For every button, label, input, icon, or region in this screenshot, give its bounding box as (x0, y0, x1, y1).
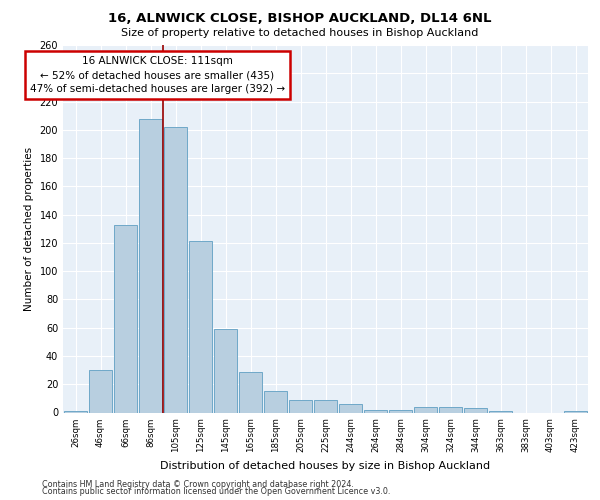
Text: 16, ALNWICK CLOSE, BISHOP AUCKLAND, DL14 6NL: 16, ALNWICK CLOSE, BISHOP AUCKLAND, DL14… (108, 12, 492, 26)
Bar (289, 400, 312, 412)
Bar (264, 392, 287, 412)
Bar (564, 411, 587, 412)
Bar (389, 410, 412, 412)
Bar (89, 370, 112, 412)
Text: 16 ALNWICK CLOSE: 111sqm
← 52% of detached houses are smaller (435)
47% of semi-: 16 ALNWICK CLOSE: 111sqm ← 52% of detach… (30, 56, 285, 94)
Bar (239, 372, 262, 412)
Bar (189, 242, 212, 412)
Bar (64, 411, 87, 412)
Text: Contains HM Land Registry data © Crown copyright and database right 2024.: Contains HM Land Registry data © Crown c… (42, 480, 354, 489)
Bar (464, 408, 487, 412)
Bar (339, 404, 362, 412)
Bar (364, 410, 387, 412)
Text: Contains public sector information licensed under the Open Government Licence v3: Contains public sector information licen… (42, 487, 391, 496)
Bar (489, 411, 512, 412)
Bar (414, 407, 437, 412)
Y-axis label: Number of detached properties: Number of detached properties (24, 146, 34, 311)
Bar (164, 127, 187, 412)
Bar (214, 329, 237, 412)
Text: Size of property relative to detached houses in Bishop Auckland: Size of property relative to detached ho… (121, 28, 479, 38)
Bar (439, 407, 462, 412)
Bar (114, 224, 137, 412)
Bar (314, 400, 337, 412)
X-axis label: Distribution of detached houses by size in Bishop Auckland: Distribution of detached houses by size … (160, 460, 491, 470)
Bar (139, 118, 162, 412)
